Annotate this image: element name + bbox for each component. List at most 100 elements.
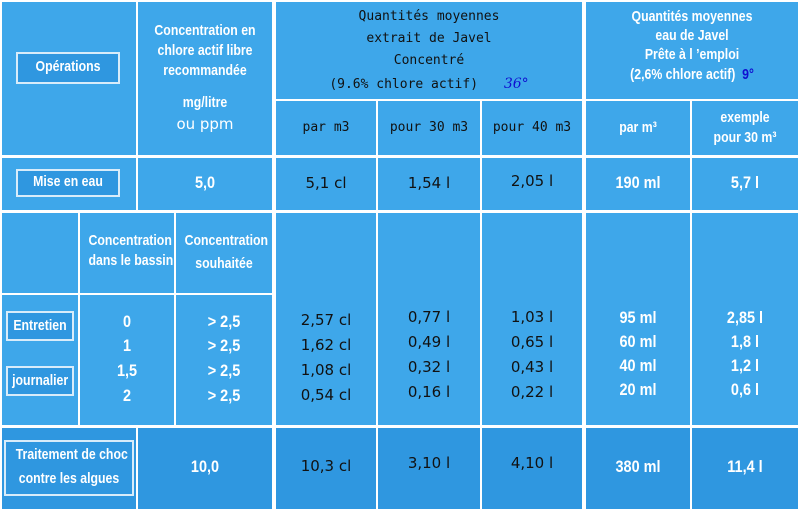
choc-label-1: Traitement de choc	[15, 446, 128, 463]
mise-concentration: 5,0	[194, 173, 216, 192]
javel-emploi-percent: (2,6% chlore actif)	[630, 66, 736, 83]
mise-emploi-par-m3: 190 ml	[615, 173, 661, 192]
entretien-col-bassin-2: dans le bassin	[88, 252, 174, 269]
subheader-pour-30-cell	[378, 101, 480, 155]
choc-label-box	[4, 440, 134, 496]
subheader-emploi-exemple: exemple	[720, 109, 770, 126]
subheader-pour-40: pour 40 m3	[492, 120, 572, 135]
entretien-label-box-1	[6, 311, 74, 341]
row-entretien-c5	[692, 213, 798, 425]
entretien-emploi-30-2: 1,2 l	[730, 356, 760, 375]
entretien-bassin-1: 1	[122, 336, 132, 355]
mise-par-m3: 5,1 cl	[305, 174, 347, 192]
header-javel-concentre-cell	[276, 2, 582, 99]
row-entretien-c1	[276, 213, 376, 425]
entretien-pour-30-2: 0,32 l	[407, 358, 451, 376]
concentration-line-3: recommandée	[163, 62, 247, 79]
concentration-line-4: mg/litre	[182, 94, 228, 111]
choc-par-m3: 10,3 cl	[300, 457, 352, 475]
row-choc-c1	[276, 428, 376, 509]
javel-emploi-line-4: (2,6% chlore actif) 9°	[605, 66, 779, 83]
javel-concentre-degree: 36°	[503, 76, 529, 92]
row-choc-conc-cell	[138, 428, 272, 509]
javel-concentre-line-2: extrait de Javel	[366, 31, 492, 46]
row-mise-c3	[482, 158, 582, 210]
javel-concentre-percent: (9.6% chlore actif)	[329, 77, 479, 92]
subheader-par-m3: par m3	[302, 120, 350, 135]
row-mise-c2	[378, 158, 480, 210]
row-entretien-c3	[482, 213, 582, 425]
row-mise-conc-cell	[138, 158, 272, 210]
javel-emploi-line-2: eau de Javel	[655, 27, 729, 44]
subheader-par-m3-cell	[276, 101, 376, 155]
entretien-souhaitee-0: > 2,5	[207, 312, 241, 331]
row-entretien-bassin-head-cell	[80, 213, 174, 293]
entretien-emploi-30-3: 0,6 l	[730, 380, 760, 399]
operations-label-box	[16, 52, 120, 84]
row-entretien-blank-cell	[2, 213, 78, 293]
choc-label-2: contre les algues	[18, 470, 120, 487]
mise-pour-30: 1,54 l	[407, 174, 451, 192]
javel-concentre-line-4: (9.6% chlore actif) 36°	[276, 76, 582, 93]
entretien-col-souhaitee-1: Concentration	[184, 232, 269, 249]
row-mise-c1	[276, 158, 376, 210]
mise-label-box	[16, 169, 120, 197]
entretien-pour-40-2: 0,43 l	[510, 358, 554, 376]
mise-label: Mise en eau	[33, 173, 103, 190]
entretien-emploi-par-m3-2: 40 ml	[619, 356, 657, 375]
row-choc-c4	[586, 428, 690, 509]
choc-emploi-par-m3: 380 ml	[615, 457, 661, 476]
concentration-line-2: chlore actif libre	[157, 42, 253, 59]
entretien-pour-30-1: 0,49 l	[407, 333, 451, 351]
entretien-pour-40-3: 0,22 l	[510, 383, 554, 401]
entretien-col-bassin-1: Concentration	[88, 232, 172, 249]
javel-emploi-degree: 9°	[742, 66, 754, 83]
entretien-par-m3-3: 0,54 cl	[300, 386, 352, 404]
subheader-emploi-30-cell	[692, 101, 798, 155]
entretien-souhaitee-1: > 2,5	[207, 336, 241, 355]
subheader-pour-40-cell	[482, 101, 582, 155]
mise-emploi-30: 5,7 l	[730, 173, 760, 192]
entretien-pour-30-0: 0,77 l	[407, 308, 451, 326]
subheader-pour-30: pour 30 m3	[389, 120, 469, 135]
entretien-souhaitee-3: > 2,5	[207, 386, 241, 405]
subheader-emploi-pour-30: pour 30 m³	[713, 129, 777, 146]
mise-pour-40: 2,05 l	[510, 172, 554, 190]
javel-concentre-line-3: Concentré	[393, 53, 465, 68]
header-javel-emploi-cell	[586, 2, 798, 99]
entretien-col-souhaitee-2: souhaitée	[195, 255, 253, 272]
entretien-label-2: journalier	[12, 372, 69, 389]
javel-emploi-line-1: Quantités moyennes	[631, 8, 753, 25]
entretien-bassin-3: 2	[122, 386, 132, 405]
entretien-pour-30-3: 0,16 l	[407, 383, 451, 401]
row-entretien-souhaitee-cell	[176, 295, 272, 425]
entretien-pour-40-0: 1,03 l	[510, 308, 554, 326]
entretien-par-m3-1: 1,62 cl	[300, 336, 352, 354]
choc-pour-40: 4,10 l	[510, 454, 554, 472]
javel-concentre-line-1: Quantités moyennes	[358, 9, 500, 24]
entretien-label-box-2	[6, 366, 74, 396]
entretien-pour-40-1: 0,65 l	[510, 333, 554, 351]
entretien-par-m3-2: 1,08 cl	[300, 361, 352, 379]
subheader-emploi-par-m3-cell	[586, 101, 690, 155]
entretien-emploi-par-m3-1: 60 ml	[619, 332, 657, 351]
concentration-line-5: ou ppm	[176, 115, 234, 133]
choc-emploi-30: 11,4 l	[727, 457, 763, 476]
entretien-bassin-2: 1,5	[116, 361, 138, 380]
header-concentration-cell	[138, 2, 272, 155]
choc-concentration: 10,0	[190, 457, 220, 476]
entretien-emploi-30-0: 2,85 l	[726, 308, 764, 327]
row-choc-c2	[378, 428, 480, 509]
entretien-label-1: Entretien	[13, 317, 67, 334]
row-entretien-c2	[378, 213, 480, 425]
row-entretien-c4	[586, 213, 690, 425]
row-choc-c3	[482, 428, 582, 509]
operations-label: Opérations	[35, 58, 101, 75]
subheader-emploi-par-m3: par m³	[619, 119, 657, 136]
row-entretien-bassin-cell	[80, 295, 174, 425]
row-mise-c5	[692, 158, 798, 210]
row-entretien-souhaitee-head-cell	[176, 213, 272, 293]
concentration-line-1: Concentration en	[154, 22, 256, 39]
entretien-emploi-par-m3-3: 20 ml	[619, 380, 657, 399]
javel-emploi-line-3: Prête à l ’emploi	[644, 46, 740, 63]
